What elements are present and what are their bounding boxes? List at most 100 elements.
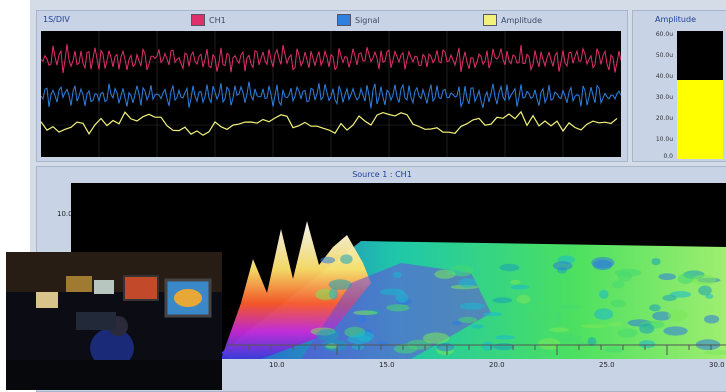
amplitude-meter-title: Amplitude [655,15,696,24]
spectrum-surface-texture [310,254,726,355]
surface-blob [698,285,712,296]
surface-blob [393,343,418,354]
signal-swatch [337,14,351,26]
surface-blob [605,346,625,353]
surface-blob [458,316,478,323]
time-scale-label: 1S/DIV [43,15,70,24]
surface-blob [662,294,677,301]
x-tick-label: 10.0 [269,361,285,369]
legend-amplitude[interactable]: Amplitude [483,14,542,26]
surface-blob [510,279,521,285]
surface-blob [553,312,563,324]
ch1-swatch [191,14,205,26]
surface-blob [392,271,402,278]
surface-blob [610,299,627,308]
surface-blob [555,334,582,343]
surface-blob [395,292,409,303]
x-tick-label: 20.0 [489,361,505,369]
x-tick-label: 15.0 [379,361,395,369]
surface-blob [329,287,339,300]
amplitude-bar-fill [677,79,723,159]
surface-blob [691,274,717,286]
surface-blob [559,304,581,310]
surface-blob [594,308,614,320]
amp-tick: 40.0u [655,73,673,80]
surface-blob [510,284,530,290]
surface-blob [705,294,714,299]
surface-blob [548,327,570,332]
surface-blob [658,273,676,281]
control-room-photo [6,252,222,390]
amp-tick: 60.0u [655,31,673,38]
oscilloscope-display[interactable] [41,31,621,157]
y-axis-label: 10.0u [57,210,78,218]
surface-blob [449,265,474,277]
amp-tick: 50.0u [655,52,673,59]
surface-blob [482,312,502,317]
surface-blob [356,315,368,323]
surface-blob [614,268,642,277]
oscilloscope-header: 1S/DIV CH1 Signal Amplitude [37,11,627,29]
surface-blob [652,311,672,321]
surface-blob [677,273,694,285]
surface-blob [651,258,661,266]
surface-blob [316,329,340,341]
oscilloscope-panel: 1S/DIV CH1 Signal Amplitude [36,10,628,162]
amplitude-swatch [483,14,497,26]
surface-blob [587,337,597,347]
surface-blob [526,309,548,320]
surface-blob [639,323,655,334]
surface-blob [617,328,638,338]
surface-blob [451,320,462,326]
surface-blob [422,332,450,344]
source-label: Source 1 : CH1 [352,170,412,179]
signal-trace [41,81,621,109]
ch1-trace [41,44,621,74]
amplitude-meter-panel: Amplitude 60.0u 50.0u 40.0u 30.0u 20.0u … [632,10,726,162]
spectrum-3d-display[interactable] [71,183,726,359]
surface-blob [639,340,656,349]
surface-blob [355,331,375,342]
surface-blob [353,310,378,315]
surface-blob [608,322,623,327]
amp-tick: 30.0u [655,94,673,101]
surface-blob [459,302,486,310]
surface-blob [499,263,520,272]
surface-blob [703,350,726,355]
x-axis-ruler [227,344,726,355]
surface-blob [470,324,484,329]
x-tick-label: 30.0 [709,361,725,369]
surface-blob [328,279,352,290]
surface-blob [495,335,515,340]
ch1-label: CH1 [209,15,226,25]
surface-blob [340,254,353,264]
surface-blob [492,297,513,304]
surface-blob [599,289,609,299]
signal-label: Signal [355,15,380,25]
surface-blob [612,280,625,289]
surface-blob [552,261,573,271]
amp-tick: 20.0u [655,115,673,122]
surface-blob [386,304,410,312]
surface-blob [320,256,336,264]
legend-signal[interactable]: Signal [337,14,380,26]
surface-blob [704,314,720,324]
amplitude-label: Amplitude [501,15,542,25]
amp-tick: 0.0 [663,153,673,160]
surface-blob [538,338,561,350]
surface-blob [592,259,613,271]
amplitude-trace [41,110,618,136]
x-axis: 10.0 15.0 20.0 25.0 30.0 [227,343,726,391]
surface-blob [516,294,531,304]
surface-blob [580,324,608,329]
amplitude-bar [677,31,723,159]
surface-blob [667,309,688,322]
amplitude-ticks: 60.0u 50.0u 40.0u 30.0u 20.0u 10.0u 0.0 [637,31,673,161]
surface-blob [663,326,688,336]
surface-blob [670,291,692,298]
surface-blob [649,304,661,312]
amp-tick: 10.0u [655,136,673,143]
surface-blob [458,278,477,288]
x-tick-label: 25.0 [599,361,615,369]
legend-ch1[interactable]: CH1 [191,14,226,26]
